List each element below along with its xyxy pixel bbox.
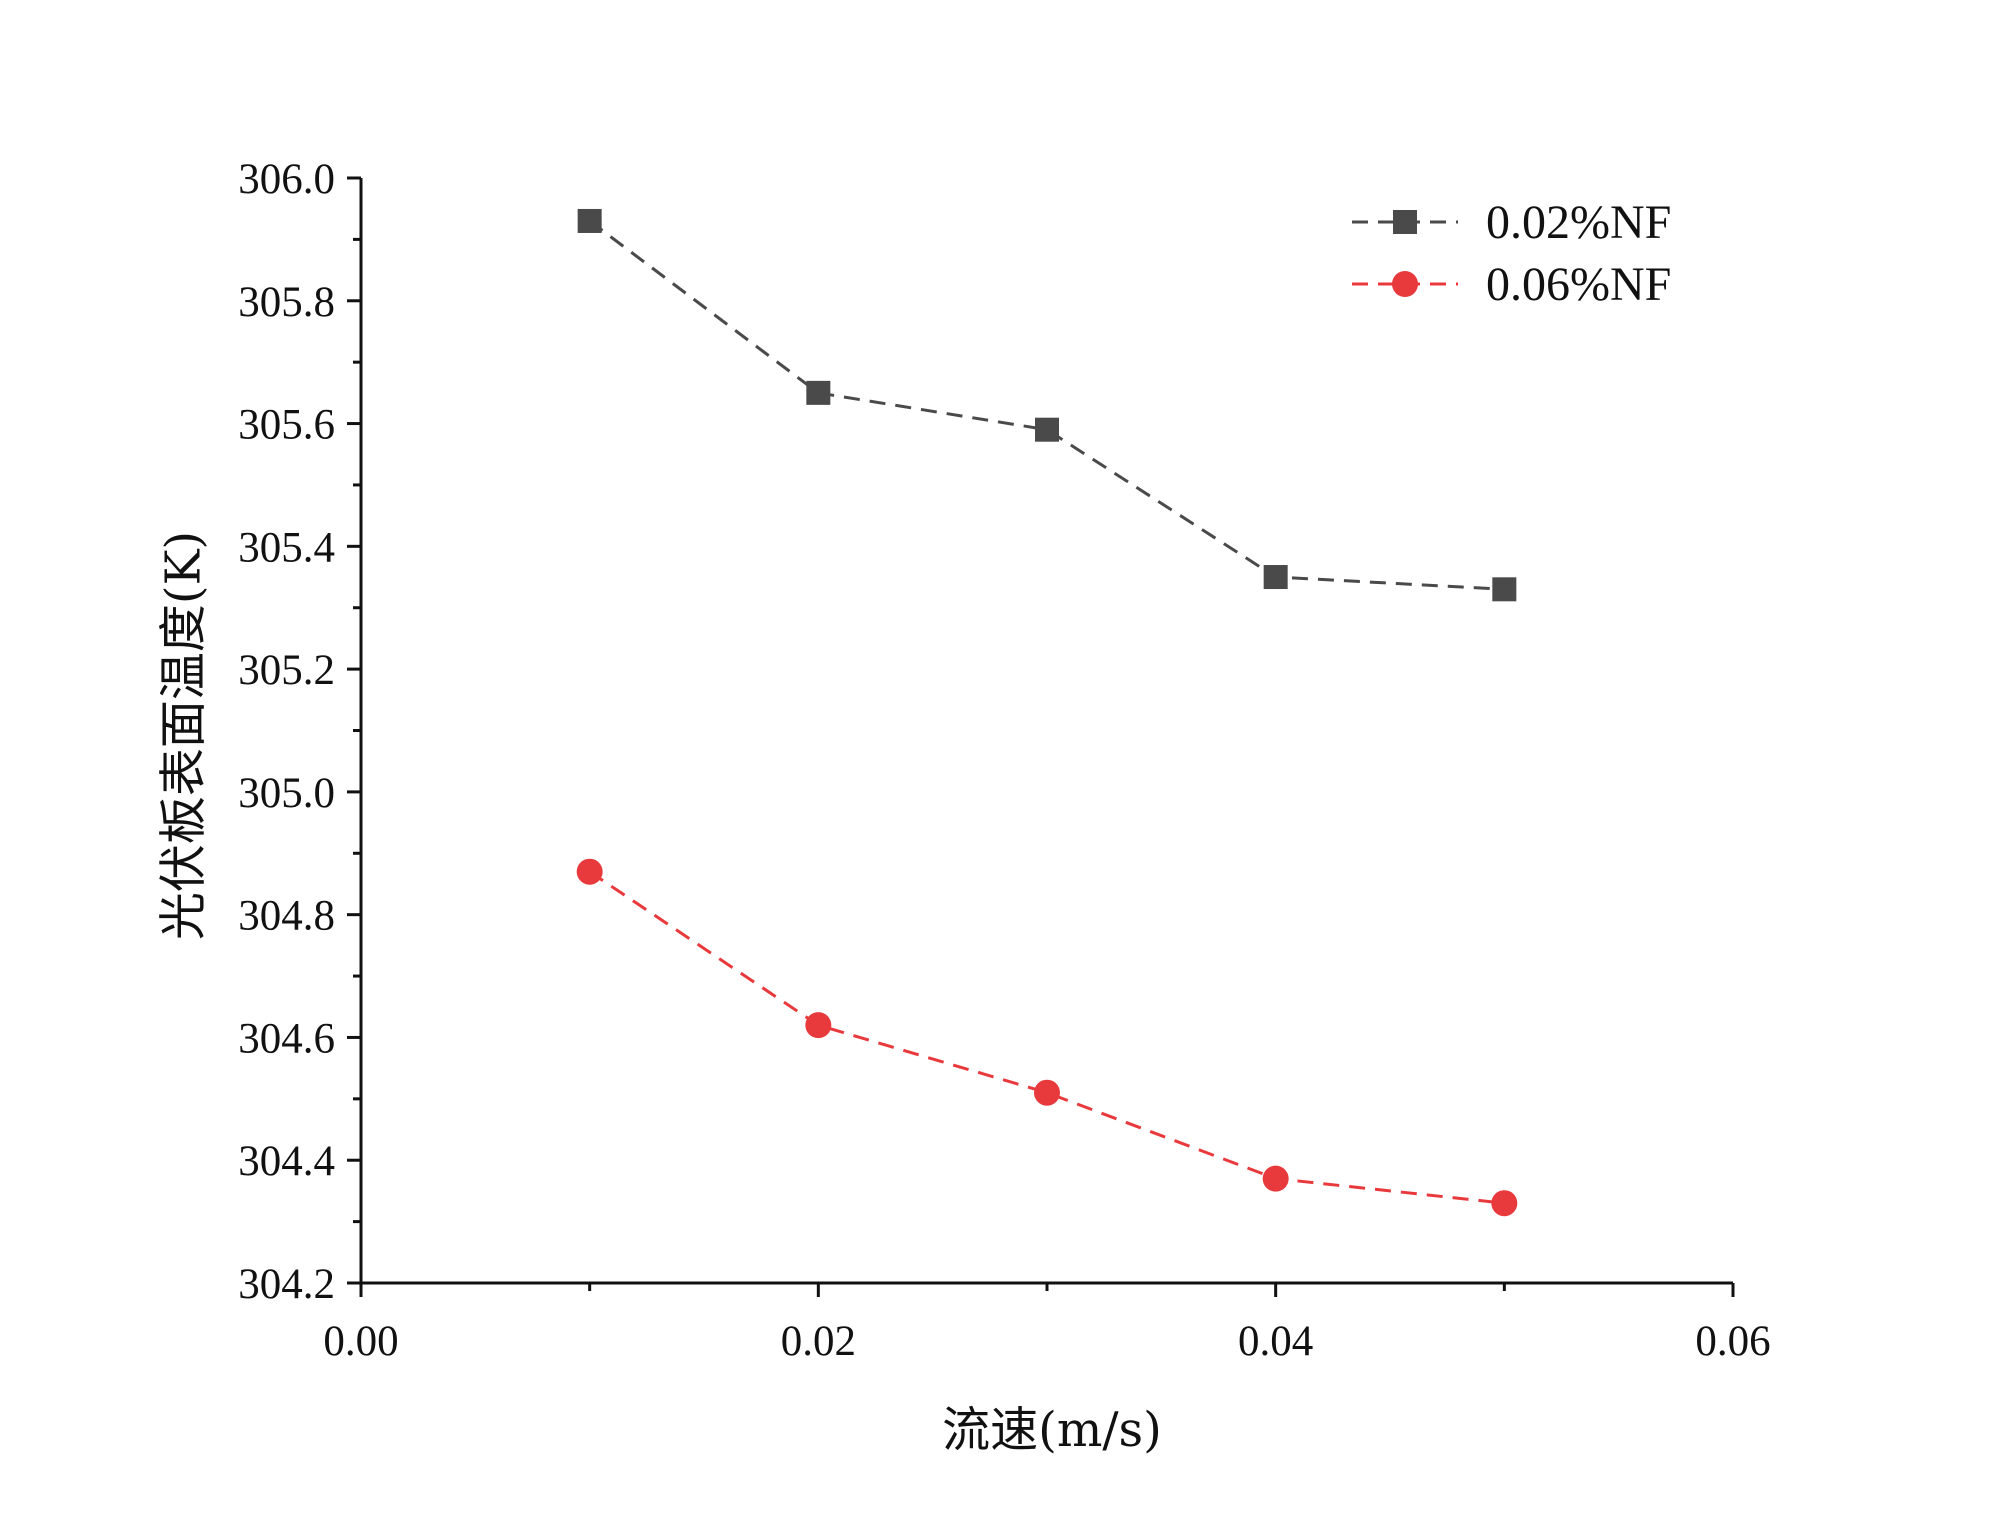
legend-label: 0.06%NF [1486,258,1671,311]
data-point-square [1492,577,1517,602]
y-tick-label: 305.4 [238,524,335,571]
legend-marker-square [1393,210,1417,234]
x-axis-title: 流速(m/s) [942,1402,1162,1458]
legend-item-1: 0.02%NF [1352,196,1671,249]
data-point-circle [805,1012,832,1039]
y-tick-label: 305.0 [238,770,335,817]
y-tick-label: 306.0 [238,156,335,203]
data-point-circle [576,858,603,885]
legend-item-2: 0.06%NF [1352,258,1671,311]
legend-marker-circle [1392,271,1418,297]
legend-label: 0.02%NF [1486,196,1671,249]
x-tick-label: 0.04 [1238,1318,1313,1365]
data-point-square [577,208,602,233]
series-line [588,219,1505,591]
ticks-layer: 304.2 304.4 304.6 304.8 305.0 305.2 305.4 305.6… [238,156,1770,1365]
x-tick-label: 0.00 [323,1318,398,1365]
series-1 [577,208,1517,602]
data-point-square [1263,565,1288,590]
x-tick-label: 0.02 [781,1318,856,1365]
x-tick-label: 0.06 [1695,1318,1770,1365]
data-point-circle [1262,1165,1289,1192]
data-point-circle [1034,1079,1060,1106]
y-tick-label: 305.8 [238,279,335,326]
y-tick-label: 305.6 [238,402,335,449]
data-point-square [806,380,831,405]
series-layer [576,208,1518,1217]
data-point-square [1035,417,1059,442]
series-2 [576,858,1518,1217]
legend: 0.02%NF 0.06%NF [1352,196,1671,311]
y-tick-label: 304.2 [238,1261,335,1308]
y-tick-label: 305.2 [238,647,335,694]
y-tick-label: 304.8 [238,893,335,940]
y-axis-title: 光伏板表面温度(K) [156,531,212,940]
y-tick-label: 304.4 [238,1138,335,1185]
y-tick-label: 304.6 [238,1015,335,1062]
data-point-circle [1491,1190,1518,1217]
series-line [588,870,1505,1205]
